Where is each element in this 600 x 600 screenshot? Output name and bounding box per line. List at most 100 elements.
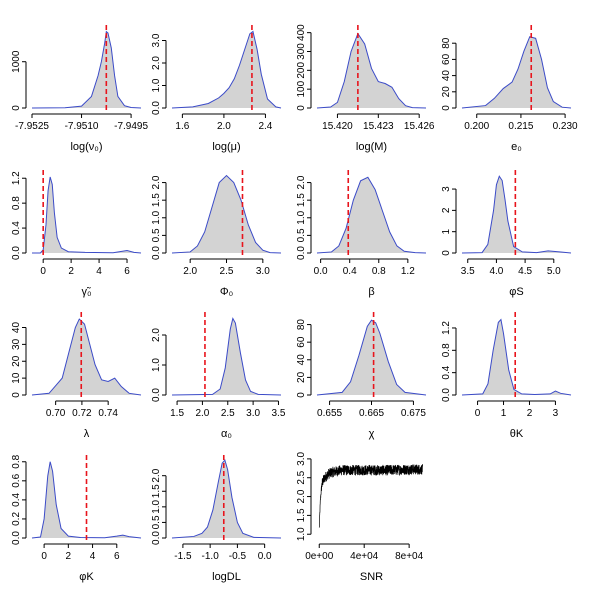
panel-14-y-tick-label: 2.0 xyxy=(296,489,307,503)
panel-0-x-tick-label: -7.9525 xyxy=(15,121,49,132)
panel-11-x-tick-label: 3 xyxy=(553,408,559,419)
panel-6-x-tick-label: 0.0 xyxy=(314,266,328,277)
panel-12-y-tick-label: 0.8 xyxy=(11,454,22,468)
panel-12-x-tick-label: 0 xyxy=(41,551,47,562)
panel-7-x-tick-label: 4.5 xyxy=(518,266,532,277)
panel-0-y-tick-label: 0 xyxy=(11,105,22,111)
panel-11-x-tick-label: 0 xyxy=(475,408,481,419)
panel-5-y-tick-label: 0.0 xyxy=(151,246,162,260)
panel-14-x-tick-label: 8e+04 xyxy=(395,551,424,562)
panel-5-y-tick-label: 1.5 xyxy=(151,193,162,207)
panel-3-x-tick-label: 0.200 xyxy=(464,121,489,132)
panel-1-density-curve xyxy=(171,30,282,109)
panel-5-density-curve xyxy=(171,174,282,254)
panel-3-density-curve xyxy=(461,36,572,109)
panel-12-density-area xyxy=(32,461,141,538)
panel-13-density-curve xyxy=(171,459,282,539)
panel-11-x-label: θK xyxy=(510,428,524,440)
panel-6: 0.0 0.4 0.8 1.2 0.0 0.5 1.0 1.5 2.0 β xyxy=(296,170,427,298)
panel-9-x-label: α₀ xyxy=(221,428,232,440)
panel-13-x-tick-label: -1.5 xyxy=(174,551,192,562)
panel-4-x-label: γ̃₀ xyxy=(81,286,91,298)
panel-1-x-tick-label: 1.6 xyxy=(175,121,189,132)
panel-7-y-tick-label: 1 xyxy=(441,228,452,234)
panel-10-y-tick-label: 40 xyxy=(296,354,307,366)
panel-11-x-tick-label: 1 xyxy=(501,408,507,419)
panel-1-x-tick-label: 2.4 xyxy=(258,121,272,132)
panel-2-y-tick-label: 100 xyxy=(296,80,307,97)
panel-3-y-tick-label: 80 xyxy=(441,37,452,49)
panel-11-x-tick-label: 2 xyxy=(527,408,533,419)
panel-6-y-tick-label: 1.0 xyxy=(296,210,307,224)
panel-13-y-tick-label: 1.0 xyxy=(151,499,162,513)
panel-8-x-tick-label: 0.72 xyxy=(72,408,92,419)
panel-3-x-tick-label: 0.215 xyxy=(508,121,533,132)
panel-9-y-tick-label: 0.0 xyxy=(151,388,162,402)
panel-0-x-tick-label: -7.9495 xyxy=(114,121,148,132)
panel-6-y-tick-label: 0.5 xyxy=(296,228,307,242)
panel-10-x-tick-label: 0.655 xyxy=(317,408,342,419)
panel-8-density-area xyxy=(32,319,141,395)
panel-8-x-tick-label: 0.74 xyxy=(98,408,118,419)
panel-4-y-tick-label: 0.0 xyxy=(11,246,22,260)
panel-7: 3.5 4.0 4.5 5.0 0 1 2 3 φS xyxy=(441,170,572,298)
panel-12-x-label: φK xyxy=(79,571,94,583)
panel-1: 1.6 2.0 2.4 0.0 1.0 2.0 3.0 log(μ) xyxy=(151,25,282,153)
panel-9-x-tick-label: 3.5 xyxy=(272,408,286,419)
panel-12-x-tick-label: 6 xyxy=(114,551,120,562)
panel-14-y-tick-label: 1.5 xyxy=(296,508,307,522)
panel-9-density-curve xyxy=(171,317,282,396)
panel-13-y-tick-label: 0.5 xyxy=(151,515,162,529)
panel-0-x-tick-label: -7.9510 xyxy=(65,121,99,132)
panel-5-y-tick-label: 1.0 xyxy=(151,210,162,224)
panel-8-y-tick-label: 30 xyxy=(11,338,22,350)
panel-11-y-tick-label: 0.8 xyxy=(441,343,452,357)
panel-14: 0e+00 4e+04 8e+04 1.0 1.5 2.0 2.5 3.0 SNR xyxy=(296,451,424,583)
panel-13-y-tick-label: 2.0 xyxy=(151,468,162,482)
panel-6-density-area xyxy=(317,177,426,253)
panel-11-y-tick-label: 0.0 xyxy=(441,388,452,402)
panel-11-density-area xyxy=(462,319,571,395)
panel-7-x-label: φS xyxy=(509,286,523,298)
panel-7-density-area xyxy=(462,176,571,253)
panel-6-y-tick-label: 1.5 xyxy=(296,193,307,207)
panel-0-density-area xyxy=(32,31,141,109)
panel-11-y-tick-label: 0.4 xyxy=(441,365,452,379)
panel-8: 0.70 0.72 0.74 0 10 20 30 40 λ xyxy=(11,312,142,440)
panel-13-density-area xyxy=(172,460,281,538)
panel-4-y-tick-label: 0.4 xyxy=(11,221,22,235)
panel-13: -1.5 -1.0 -0.5 0.0 0.0 0.5 1.01.5 2.0 logDL xyxy=(151,455,282,583)
panel-14-x-tick-label: 4e+04 xyxy=(350,551,379,562)
panel-1-y-tick-label: 2.0 xyxy=(151,56,162,70)
panel-14-x-label: SNR xyxy=(360,571,383,583)
panel-14-y-tick-label: 2.5 xyxy=(296,470,307,484)
panel-1-x-tick-label: 2.0 xyxy=(217,121,231,132)
panel-1-y-tick-label: 3.0 xyxy=(151,33,162,47)
panel-4-density-curve xyxy=(32,176,142,254)
panel-3-y-tick-label: 40 xyxy=(441,70,452,82)
panel-8-y-tick-label: 10 xyxy=(11,372,22,384)
panel-8-y-tick-label: 20 xyxy=(11,355,22,367)
panel-7-x-tick-label: 4.0 xyxy=(489,266,503,277)
panel-4: 0 2 4 6 0.0 0.4 0.8 1.2 γ̃₀ xyxy=(11,170,142,298)
panel-10-y-tick-label: 0 xyxy=(296,392,307,398)
panel-12-y-tick-label: 0.6 xyxy=(11,473,22,487)
panel-10-y-tick-label: 60 xyxy=(296,336,307,348)
panel-10-x-tick-label: 0.675 xyxy=(401,408,426,419)
panel-6-density-curve xyxy=(316,176,427,254)
panel-3-x-tick-label: 0.230 xyxy=(553,121,578,132)
panel-1-density-area xyxy=(172,31,281,108)
panel-10-density-area xyxy=(317,320,426,395)
panel-14-y-tick-label: 3.0 xyxy=(296,451,307,465)
panel-4-y-tick-label: 0.8 xyxy=(11,196,22,210)
panel-0-density-curve xyxy=(31,30,142,109)
panel-7-y-tick-label: 2 xyxy=(441,207,452,213)
panel-1-y-tick-label: 1.0 xyxy=(151,78,162,92)
panel-2-density-area xyxy=(317,33,426,109)
panel-10-x-label: χ xyxy=(369,428,375,440)
panel-2-density-curve xyxy=(316,32,427,109)
panel-6-x-label: β xyxy=(368,286,374,298)
panel-6-y-tick-label: 0.0 xyxy=(296,246,307,260)
